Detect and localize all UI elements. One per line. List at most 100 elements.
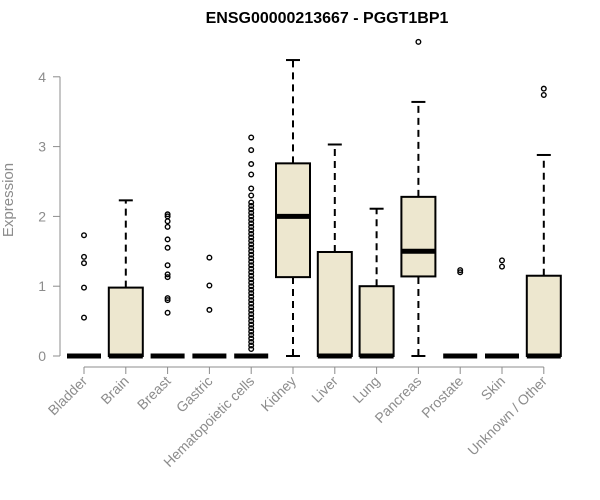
outlier-point [457, 267, 464, 274]
outlier-point [248, 297, 255, 304]
outlier-point [248, 332, 255, 339]
outlier-point [164, 236, 171, 243]
outlier-point [248, 134, 255, 141]
outlier-point [80, 260, 87, 267]
outlier-point [164, 262, 171, 269]
box-iqr [525, 274, 562, 358]
outlier-point [164, 274, 171, 281]
y-axis-label: Expression [0, 163, 17, 237]
outlier-point [248, 192, 255, 199]
outlier-point [248, 248, 255, 255]
outlier-point [248, 185, 255, 192]
box-iqr [316, 250, 353, 357]
outlier-point [248, 199, 255, 206]
box-iqr [275, 162, 311, 279]
outlier-point [457, 269, 464, 276]
x-tick-label: Prostate [418, 373, 466, 421]
x-tick-label: Skin [478, 373, 509, 404]
outlier-point [248, 346, 255, 353]
outlier-point [80, 284, 87, 291]
box-hematopoietic-cells [234, 134, 269, 359]
outlier-point [164, 211, 171, 218]
y-tick-label: 4 [38, 69, 46, 85]
outlier-point [248, 293, 255, 300]
y-tick-label: 2 [38, 208, 46, 224]
box-iqr [358, 285, 395, 358]
box-liver [316, 143, 353, 359]
x-tick-label: Breast [134, 373, 174, 413]
box-iqr [107, 286, 144, 358]
outlier-point [248, 244, 255, 251]
outlier-point [248, 321, 255, 328]
x-tick-label: Bladder [45, 373, 91, 419]
box-bladder [67, 232, 101, 359]
outlier-point [248, 283, 255, 290]
outlier-point [248, 307, 255, 314]
box-pancreas [400, 38, 437, 357]
outlier-point [248, 300, 255, 307]
outlier-point [164, 213, 171, 220]
outlier-point [248, 209, 255, 216]
outlier-point [248, 290, 255, 297]
outlier-point [248, 237, 255, 244]
y-tick-label: 1 [38, 278, 46, 294]
outlier-point [248, 328, 255, 335]
box-brain [107, 199, 144, 359]
x-tick-label: Kidney [258, 373, 300, 415]
outlier-point [248, 318, 255, 325]
outlier-point [248, 269, 255, 276]
x-tick-label: Brain [97, 373, 131, 407]
box-skin [485, 257, 519, 359]
outlier-point [248, 272, 255, 279]
outlier-point [248, 314, 255, 321]
outlier-point [248, 279, 255, 286]
outlier-point [164, 271, 171, 278]
x-tick-label: Lung [349, 373, 382, 406]
outlier-point [248, 251, 255, 258]
outlier-point [248, 262, 255, 269]
outlier-point [80, 314, 87, 321]
outlier-point [248, 286, 255, 293]
outlier-point [80, 253, 87, 260]
y-axis: 0 1 2 3 4 [38, 69, 61, 364]
box-iqr [400, 195, 437, 278]
outlier-point [248, 223, 255, 230]
outlier-point [499, 257, 506, 264]
outlier-point [248, 220, 255, 227]
outlier-point [248, 311, 255, 318]
outlier-point [248, 276, 255, 283]
outlier-point [164, 309, 171, 316]
x-tick-label: Liver [308, 373, 341, 406]
outlier-point [248, 258, 255, 265]
outlier-point [415, 38, 422, 45]
outlier-point [540, 85, 547, 92]
outlier-point [164, 244, 171, 251]
outlier-point [248, 342, 255, 349]
box-gastric [192, 254, 227, 359]
outlier-point [206, 282, 213, 289]
box-breast [150, 211, 185, 359]
outlier-point [248, 241, 255, 248]
box-kidney [275, 59, 311, 357]
chart-title: ENSG00000213667 - PGGT1BP1 [206, 10, 449, 27]
outlier-point [248, 339, 255, 346]
outlier-point [164, 297, 171, 304]
outlier-point [248, 234, 255, 241]
outlier-point [499, 263, 506, 270]
plot-area [67, 38, 562, 359]
outlier-point [248, 227, 255, 234]
outlier-point [248, 216, 255, 223]
outlier-point [248, 265, 255, 272]
y-tick-label: 3 [38, 139, 46, 155]
outlier-point [248, 171, 255, 178]
outlier-point [540, 91, 547, 98]
outlier-point [248, 335, 255, 342]
outlier-point [248, 230, 255, 237]
outlier-point [248, 202, 255, 209]
outlier-point [80, 232, 87, 239]
box-lung [358, 207, 395, 359]
outlier-point [248, 161, 255, 168]
outlier-point [248, 325, 255, 332]
outlier-point [164, 295, 171, 302]
